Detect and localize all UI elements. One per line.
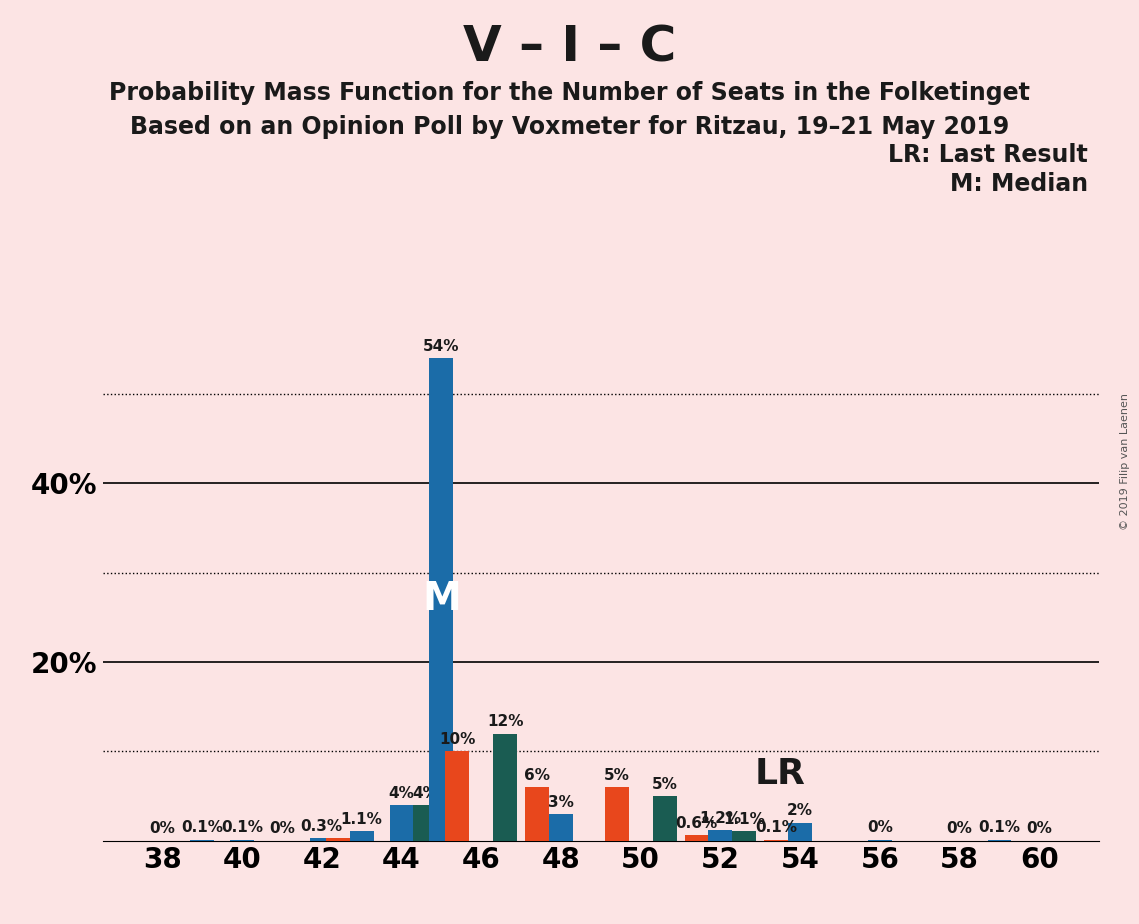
Text: LR: LR bbox=[755, 757, 805, 791]
Bar bbox=[429, 359, 453, 841]
Bar bbox=[493, 734, 517, 841]
Text: 1.1%: 1.1% bbox=[341, 811, 383, 827]
Bar bbox=[788, 823, 812, 841]
Text: Based on an Opinion Poll by Voxmeter for Ritzau, 19–21 May 2019: Based on an Opinion Poll by Voxmeter for… bbox=[130, 115, 1009, 139]
Text: 0%: 0% bbox=[269, 821, 295, 836]
Text: 0.1%: 0.1% bbox=[755, 821, 797, 835]
Bar bbox=[605, 787, 629, 841]
Text: V – I – C: V – I – C bbox=[462, 23, 677, 71]
Text: 2%: 2% bbox=[787, 804, 813, 819]
Text: 12%: 12% bbox=[486, 714, 524, 729]
Text: 3%: 3% bbox=[548, 795, 574, 809]
Text: 0.3%: 0.3% bbox=[301, 819, 343, 833]
Bar bbox=[350, 831, 374, 841]
Text: © 2019 Filip van Laenen: © 2019 Filip van Laenen bbox=[1120, 394, 1130, 530]
Text: M: Median: M: Median bbox=[950, 172, 1088, 196]
Bar bbox=[685, 835, 708, 841]
Text: LR: Last Result: LR: Last Result bbox=[888, 143, 1088, 167]
Text: 0%: 0% bbox=[1026, 821, 1052, 836]
Bar bbox=[413, 805, 437, 841]
Bar bbox=[653, 796, 677, 841]
Text: 4%: 4% bbox=[388, 785, 415, 800]
Text: 0.1%: 0.1% bbox=[221, 821, 263, 835]
Text: 5%: 5% bbox=[604, 768, 630, 783]
Bar bbox=[525, 787, 549, 841]
Text: 0.1%: 0.1% bbox=[181, 821, 223, 835]
Text: 5%: 5% bbox=[652, 777, 678, 792]
Text: 0.6%: 0.6% bbox=[675, 816, 718, 831]
Bar bbox=[549, 814, 573, 841]
Bar bbox=[732, 831, 756, 841]
Text: 0%: 0% bbox=[149, 821, 175, 836]
Text: 0.1%: 0.1% bbox=[978, 821, 1021, 835]
Bar bbox=[390, 805, 413, 841]
Text: 1.2%: 1.2% bbox=[699, 810, 741, 826]
Text: 0%: 0% bbox=[947, 821, 973, 836]
Text: 4%: 4% bbox=[412, 785, 439, 800]
Bar bbox=[445, 751, 469, 841]
Bar bbox=[708, 830, 732, 841]
Text: M: M bbox=[421, 580, 461, 618]
Text: 0%: 0% bbox=[867, 821, 893, 835]
Bar bbox=[310, 838, 334, 841]
Bar bbox=[326, 838, 350, 841]
Text: 1.1%: 1.1% bbox=[723, 811, 765, 827]
Text: 54%: 54% bbox=[423, 338, 460, 354]
Text: Probability Mass Function for the Number of Seats in the Folketinget: Probability Mass Function for the Number… bbox=[109, 81, 1030, 105]
Text: 6%: 6% bbox=[524, 768, 550, 783]
Text: 10%: 10% bbox=[440, 732, 475, 747]
